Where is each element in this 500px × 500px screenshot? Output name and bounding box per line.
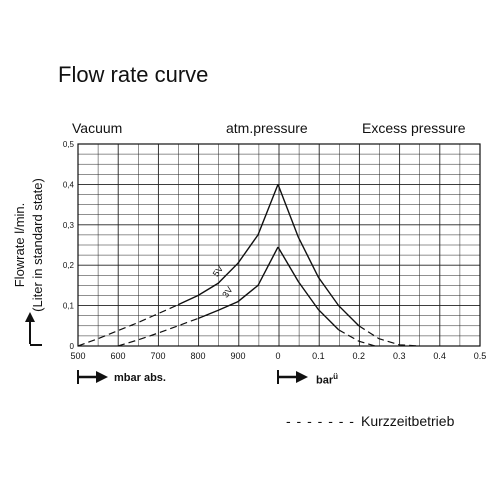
axis-ticks: 0 0,1 0,2 0,3 0,4 0,5 500 600 700 800 900 0 0.1 0.2 0.…: [63, 140, 486, 361]
legend-text: Kurzzeitbetrieb: [360, 413, 455, 429]
curve-5V-pressure-solid: [277, 184, 360, 327]
curve-3V-pressure-solid: [277, 246, 340, 331]
y-tick-label: 0,2: [63, 261, 75, 270]
y-tick-label: 0,4: [63, 180, 75, 189]
y-tick-label: 0,5: [63, 140, 75, 149]
x-unit-bar-text: bar: [316, 374, 334, 387]
x-tick-label-pressure: 0.2: [353, 351, 366, 361]
curve-label-3V: 3V: [220, 285, 235, 300]
legend: - - - - - - - Kurzzeitbetrieb: [286, 413, 454, 429]
x-tick-label-pressure: 0.5: [474, 351, 487, 361]
region-label-vacuum: Vacuum: [72, 120, 123, 136]
x-unit-bar-sup: ü: [333, 372, 339, 381]
y-tick-label: 0: [70, 342, 75, 351]
region-label-atm-pressure: atm.pressure: [226, 120, 308, 136]
region-label-excess-pressure: Excess pressure: [362, 120, 466, 136]
curve-3V-pressure-dashed: [338, 329, 376, 347]
curve-5V-pressure-dashed: [358, 325, 420, 347]
x-tick-label-vacuum: 800: [190, 351, 205, 361]
x-tick-label-pressure: 0.4: [433, 351, 446, 361]
x-unit-mbar: mbar abs.: [114, 372, 166, 384]
curve-label-5V: 5V: [211, 264, 226, 279]
x-tick-label-pressure: 0.3: [393, 351, 406, 361]
x-tick-label-vacuum: 600: [110, 351, 125, 361]
y-tick-label: 0,3: [63, 221, 75, 230]
plot-frame: [77, 143, 481, 347]
axis-extras: Flowrate l/min. (Liter in standard state): [12, 178, 308, 384]
chart-grid: [77, 143, 481, 347]
curve-3V-vacuum-dashed: [117, 317, 199, 347]
y-axis-label-line2: (Liter in standard state): [30, 178, 45, 312]
chart-frame: [77, 143, 481, 347]
x-tick-label-vacuum: 900: [230, 351, 245, 361]
x-tick-label-vacuum: 500: [70, 351, 85, 361]
x-tick-label-pressure: 0.1: [312, 351, 325, 361]
curve-3V-vacuum-solid: [197, 246, 279, 320]
x-unit-bar: barü: [316, 372, 338, 387]
y-tick-label: 0,1: [63, 302, 75, 311]
curve-5V-vacuum-solid: [177, 184, 279, 306]
x-arrow-right-head: [296, 371, 308, 383]
x-tick-label-vacuum: 0: [275, 351, 280, 361]
y-arrow-head: [25, 312, 35, 322]
x-tick-label-vacuum: 700: [150, 351, 165, 361]
chart-title: Flow rate curve: [58, 62, 209, 87]
legend-dash-sample: - - - - - - -: [286, 413, 355, 429]
curve-5V-vacuum-dashed: [77, 304, 179, 347]
y-axis-label-line1: Flowrate l/min.: [12, 203, 27, 288]
x-arrow-left-head: [96, 371, 108, 383]
